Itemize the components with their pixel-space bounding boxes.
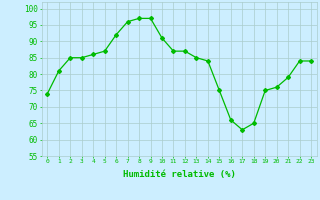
X-axis label: Humidité relative (%): Humidité relative (%)	[123, 170, 236, 179]
